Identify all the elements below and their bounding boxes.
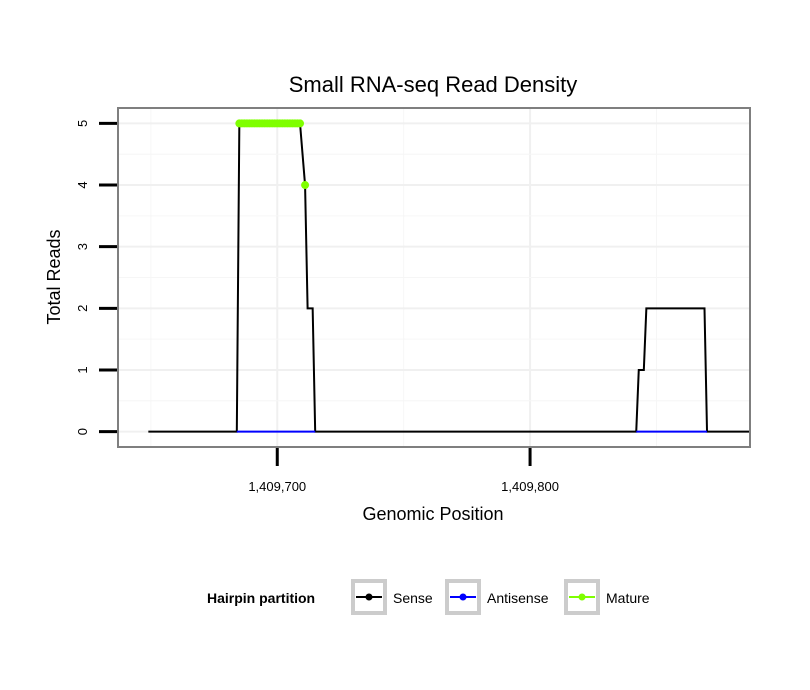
legend-key-point (459, 593, 467, 601)
plot-panel-border (117, 107, 751, 448)
mature-point (296, 119, 305, 128)
chart-title: Small RNA-seq Read Density (289, 72, 578, 97)
legend-title: Hairpin partition (207, 590, 315, 606)
grid (118, 108, 750, 447)
x-tick-label: 1,409,700 (248, 479, 306, 494)
plot-series (148, 119, 750, 433)
x-axis-title: Genomic Position (362, 504, 503, 524)
legend: Hairpin partition Sense Antisense Mature (207, 579, 650, 615)
y-axis-title: Total Reads (44, 229, 64, 324)
legend-key-point (365, 593, 373, 601)
legend-label-mature: Mature (606, 590, 650, 606)
axes: 0 1 2 3 4 5 1,409,700 1,409,800 (75, 120, 559, 494)
y-tick-label: 2 (75, 305, 90, 312)
y-tick-label: 3 (75, 243, 90, 250)
y-tick-label: 0 (75, 428, 90, 435)
x-tick-label: 1,409,800 (501, 479, 559, 494)
legend-label-sense: Sense (393, 590, 433, 606)
mature-point (301, 181, 310, 190)
y-tick-label: 1 (75, 366, 90, 373)
y-tick-label: 4 (75, 181, 90, 188)
legend-label-antisense: Antisense (487, 590, 549, 606)
legend-key-point (578, 593, 586, 601)
y-tick-label: 5 (75, 120, 90, 127)
